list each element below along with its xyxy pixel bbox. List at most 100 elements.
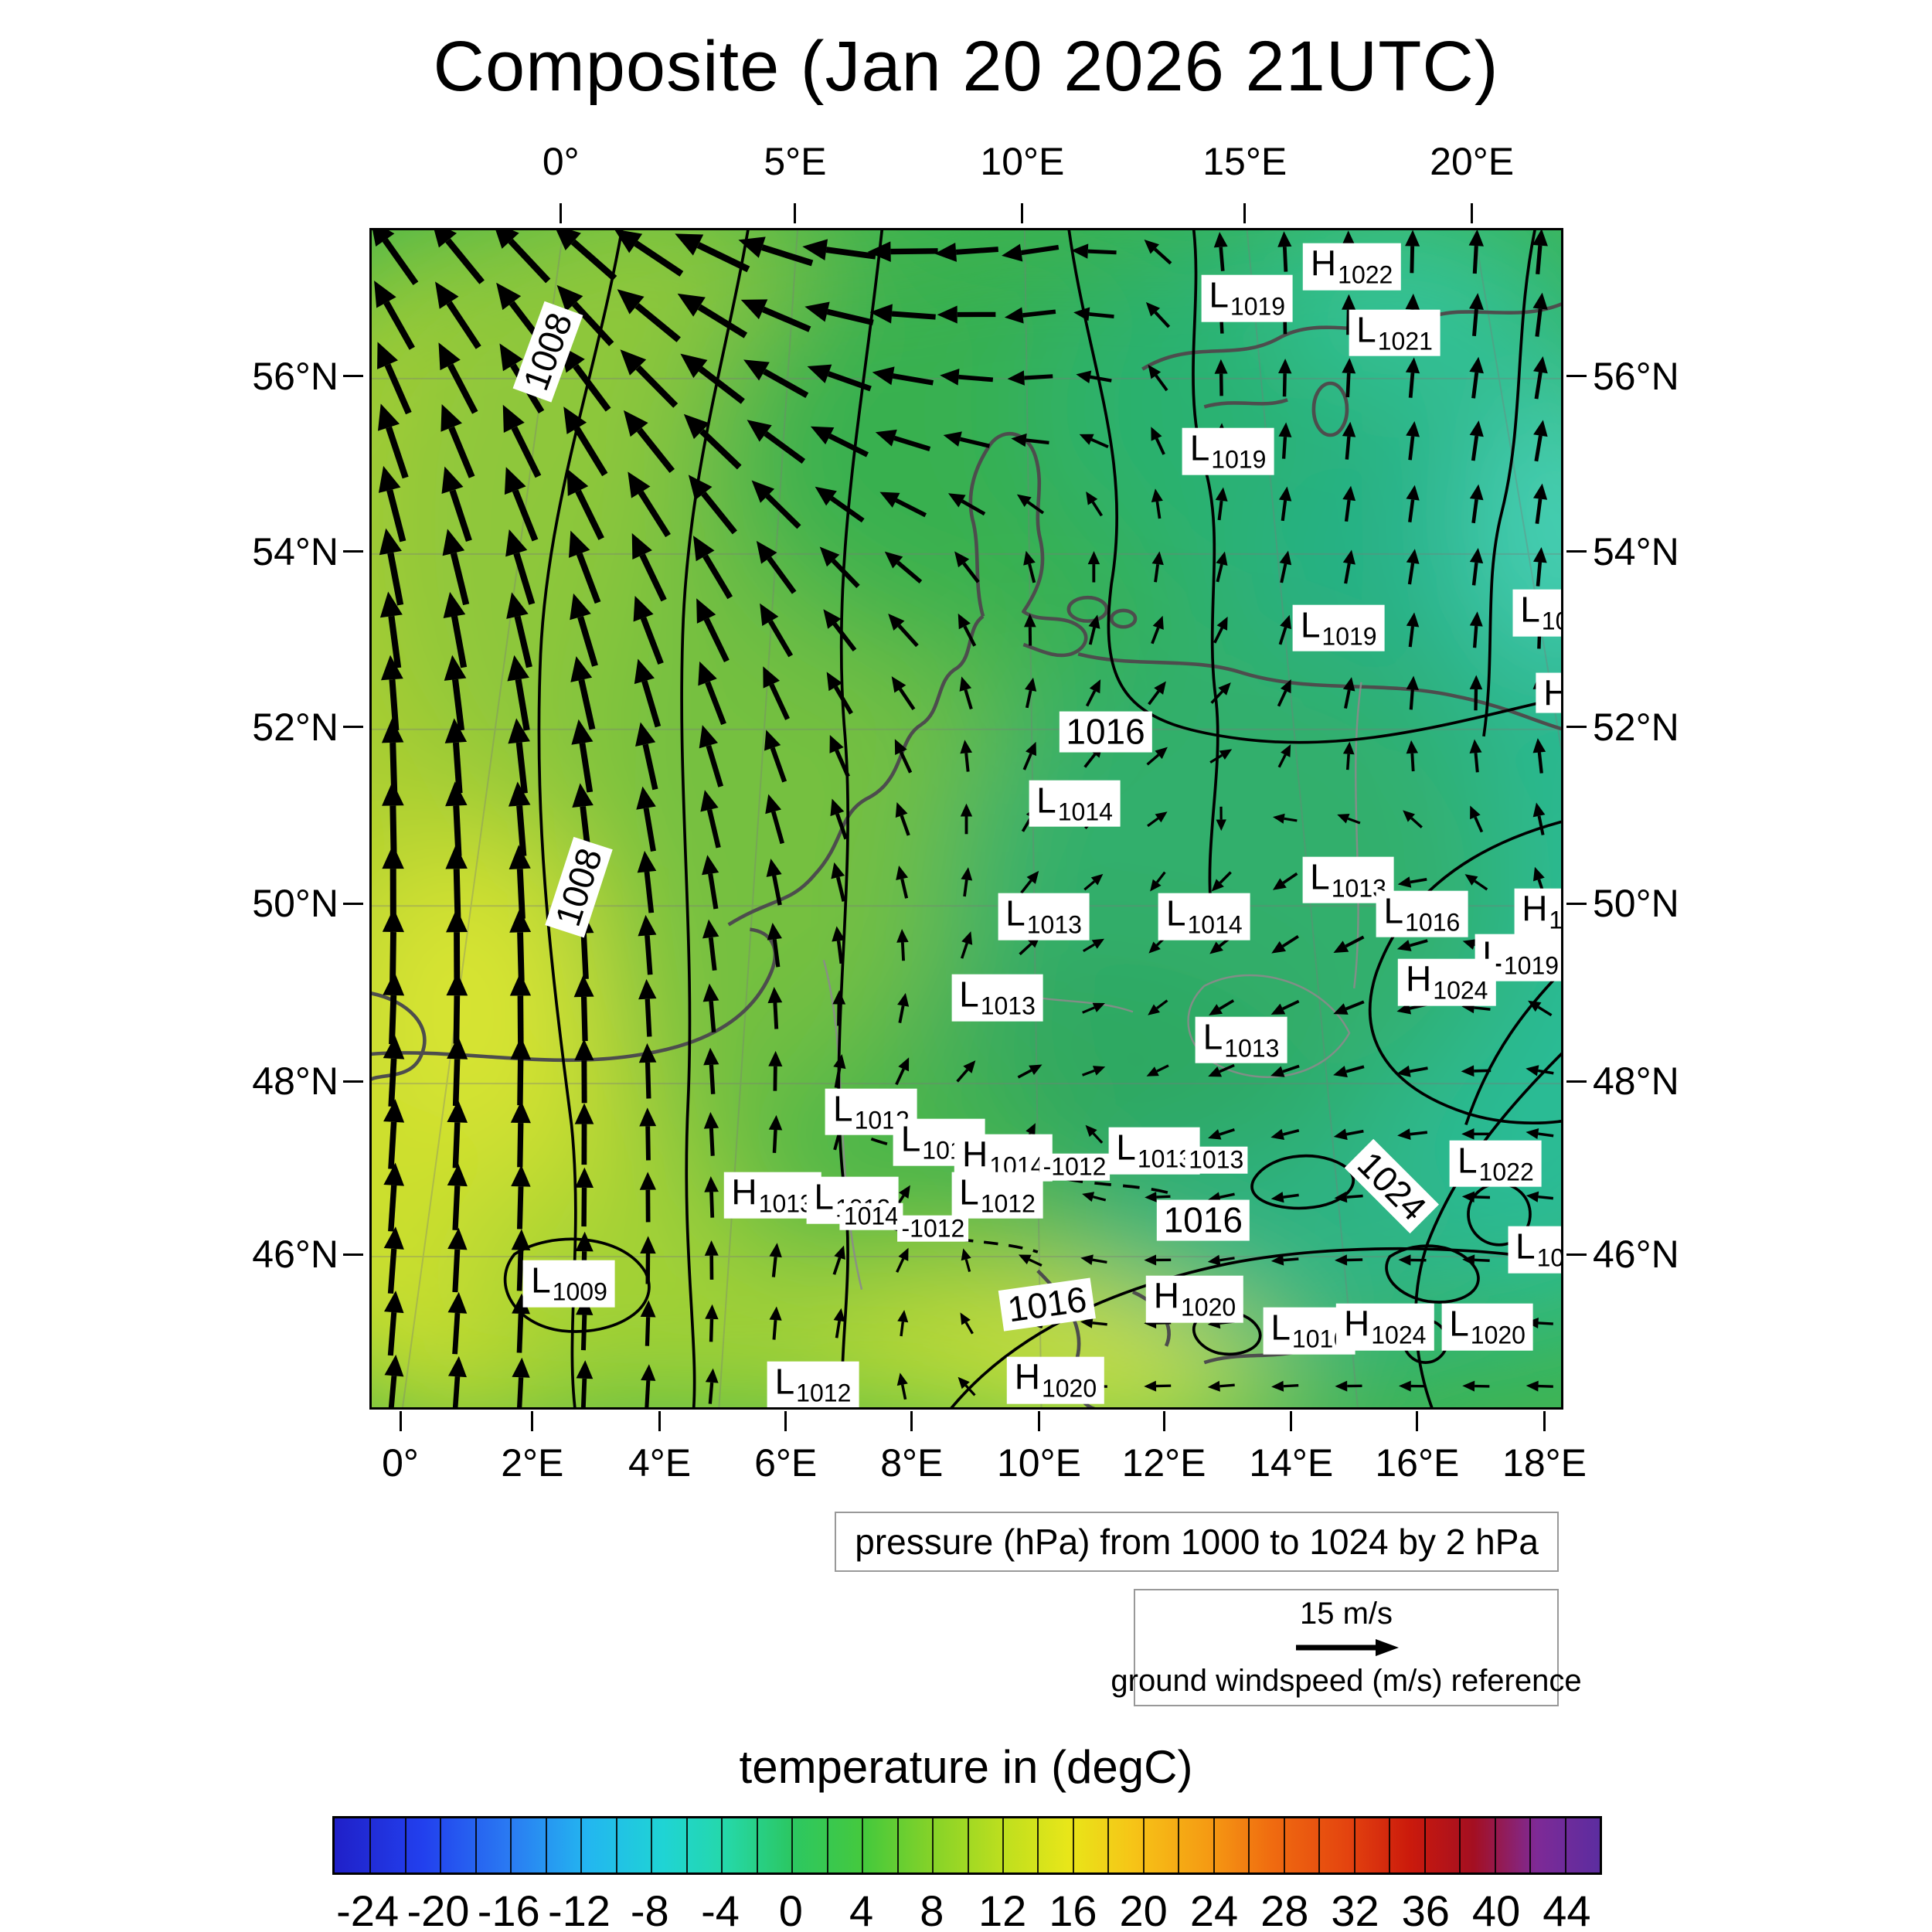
axis-label: 20°E (1430, 140, 1515, 183)
wind-arrow-icon (961, 867, 973, 897)
wind-arrow-icon (1211, 871, 1232, 892)
axis-label: 50°N (252, 882, 338, 926)
wind-arrow-icon (1022, 741, 1036, 770)
wind-arrow-icon (1337, 813, 1361, 825)
wind-arrow-icon (1207, 1380, 1235, 1392)
wind-arrow-icon (638, 978, 657, 1037)
wind-arrow-icon (1150, 871, 1166, 892)
axis-label: 52°N (252, 705, 338, 749)
wind-arrow-icon (1087, 551, 1100, 583)
axis-tick (399, 1411, 402, 1431)
wind-arrow-icon (1333, 1065, 1365, 1078)
wind-arrow-icon (1406, 740, 1419, 772)
wind-arrow-icon (768, 1114, 783, 1153)
wind-arrow-icon (1073, 307, 1114, 321)
wind-arrow-icon (1213, 616, 1228, 644)
pressure-label: 1013 (1185, 1146, 1248, 1174)
wind-arrow-icon (556, 230, 617, 281)
axis-label: 50°N (1593, 882, 1679, 926)
wind-arrow-icon (510, 1100, 531, 1168)
wind-arrow-icon (815, 486, 865, 523)
wind-arrow-icon (700, 790, 721, 849)
wind-arrow-icon (383, 1226, 404, 1294)
wind-arrow-icon (804, 301, 874, 326)
wind-arrow-icon (1270, 1192, 1299, 1203)
wind-arrow-icon (1277, 679, 1291, 707)
wind-arrow-icon (1082, 938, 1105, 953)
wind-arrow-icon (1080, 1317, 1107, 1328)
wind-arrow-icon (628, 471, 671, 538)
axis-tick (910, 1411, 913, 1431)
axis-label: 18°E (1502, 1441, 1587, 1485)
wind-arrow-icon (640, 1236, 656, 1284)
wind-arrow-icon (1526, 1380, 1553, 1392)
wind-arrow-icon (435, 281, 481, 349)
wind-arrow-icon (1148, 681, 1166, 706)
wind-arrow-icon (1071, 243, 1117, 259)
colorbar-tick-label: -20 (406, 1886, 470, 1932)
colorbar-segment-divider (1002, 1818, 1004, 1872)
wind-arrow-icon (1526, 1065, 1554, 1077)
colorbar-tick-label: 40 (1471, 1886, 1521, 1932)
wind-arrow-icon (1403, 810, 1423, 828)
wind-arrow-icon (508, 781, 531, 856)
colorbar-tick-label: -12 (548, 1886, 611, 1932)
wind-arrow-icon (1342, 549, 1355, 584)
wind-arrow-icon (1277, 231, 1292, 272)
wind-arrow-icon (867, 241, 938, 262)
pressure-label: 1008 (545, 836, 613, 938)
wind-arrow-icon (1342, 421, 1356, 460)
wind-arrow-icon (705, 1368, 719, 1404)
wind-arrow-icon (1213, 232, 1228, 271)
axis-tick (1416, 1411, 1419, 1431)
wind-arrow-icon (447, 1227, 468, 1293)
wind-arrow-icon (1278, 359, 1292, 397)
pressure-label: 1008 (512, 301, 583, 403)
wind-arrow-icon (692, 536, 733, 600)
wind-arrow-icon (382, 907, 405, 982)
wind-arrow-icon (1396, 939, 1428, 951)
wind-arrow-icon (445, 781, 468, 856)
wind-arrow-icon (636, 786, 656, 852)
pressure-label: H1013 (723, 1172, 821, 1219)
wind-arrow-icon (1278, 486, 1292, 522)
colorbar-segment-divider (651, 1818, 653, 1872)
colorbar-tick-label: -4 (701, 1886, 740, 1932)
pressure-label: H1020 (1145, 1275, 1244, 1323)
wind-arrow-icon (833, 1053, 846, 1088)
axis-tick (343, 375, 363, 378)
wind-arrow-icon (511, 1229, 531, 1291)
wind-arrow-icon (767, 986, 783, 1029)
wind-arrow-icon (738, 236, 814, 267)
pressure-label: 1016 (998, 1277, 1097, 1332)
wind-arrow-icon (377, 342, 412, 415)
wind-arrow-icon (767, 922, 782, 968)
colorbar-tick-label: 24 (1189, 1886, 1239, 1932)
wind-arrow-icon (1270, 1128, 1300, 1140)
wind-arrow-icon (633, 596, 664, 665)
wind-arrow-icon (1532, 802, 1546, 835)
wind-arrow-icon (1397, 876, 1427, 888)
wind-arrow-icon (704, 1240, 719, 1280)
wind-arrow-icon (947, 493, 986, 516)
wind-arrow-icon (1270, 999, 1300, 1015)
axis-label: 54°N (252, 529, 338, 573)
axis-tick (1162, 1411, 1165, 1431)
colorbar-segment-divider (1283, 1818, 1285, 1872)
wind-arrow-icon (879, 492, 927, 518)
colorbar-tick-label: 12 (978, 1886, 1027, 1932)
wind-arrow-icon (937, 305, 996, 324)
wind-arrow-icon (764, 730, 787, 783)
wind-arrow-icon (1144, 1254, 1172, 1266)
pressure-label: L102 (1508, 1226, 1561, 1274)
colorbar-segment-divider (1178, 1818, 1180, 1872)
wind-arrow-icon (1469, 293, 1484, 336)
wind-arrow-icon (1017, 1064, 1043, 1079)
wind-arrow-icon (1405, 357, 1420, 398)
wind-arrow-icon (832, 990, 846, 1026)
pressure-label: 1014 (839, 1202, 903, 1230)
wind-arrow-icon (512, 1357, 530, 1407)
wind-arrow-icon (943, 431, 990, 448)
wind-arrow-icon (833, 1308, 845, 1338)
colorbar-tick-label: 28 (1260, 1886, 1309, 1932)
